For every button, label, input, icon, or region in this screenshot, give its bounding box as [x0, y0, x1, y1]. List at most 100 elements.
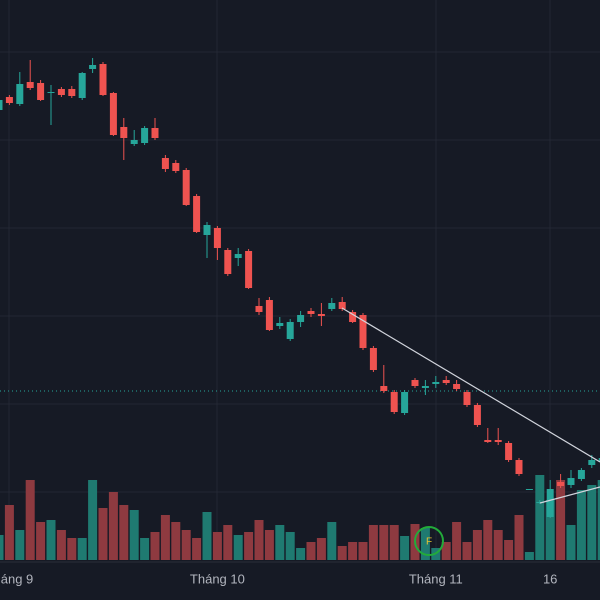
volume-bar	[140, 538, 150, 560]
volume-bar	[576, 490, 586, 560]
candle-body	[89, 65, 97, 69]
volume-bar	[389, 525, 399, 560]
candle-body	[588, 460, 596, 465]
volume-bar	[504, 540, 514, 560]
candle-body	[442, 380, 450, 383]
candle-body	[130, 140, 138, 144]
candle-body	[172, 163, 180, 171]
candle-body	[120, 127, 128, 138]
volume-bar	[4, 505, 14, 560]
volume-bar	[337, 546, 347, 560]
candle-body	[577, 470, 585, 479]
volume-bar	[420, 528, 430, 560]
candle-body	[484, 440, 492, 442]
candle-body	[338, 302, 346, 309]
volume-layer	[0, 475, 600, 560]
candle-body	[151, 128, 159, 138]
volume-bar	[77, 538, 87, 560]
volume-bar	[306, 542, 316, 560]
x-tick-label: 16	[543, 571, 557, 586]
candle-body	[182, 170, 190, 205]
volume-bar	[88, 480, 98, 560]
volume-bar	[275, 525, 285, 560]
candle-body	[390, 392, 398, 412]
candle-body	[546, 489, 554, 517]
volume-bar	[36, 522, 46, 560]
volume-bar	[129, 510, 139, 560]
volume-bar	[108, 492, 118, 560]
volume-bar	[150, 532, 160, 560]
volume-bar	[348, 542, 358, 560]
candle-body	[193, 196, 201, 232]
event-marker-label[interactable]: F	[426, 537, 432, 548]
candle-body	[16, 84, 24, 104]
volume-bar	[400, 536, 410, 560]
candle-body	[525, 489, 533, 490]
volume-bar	[171, 522, 181, 560]
candle-body	[307, 311, 315, 314]
volume-bar	[181, 530, 191, 560]
candle-body	[453, 384, 461, 389]
candle-body	[380, 386, 388, 391]
candle-body	[68, 89, 76, 96]
candle-body	[203, 225, 211, 235]
candle-layer	[0, 58, 600, 518]
volume-bar	[46, 520, 56, 560]
volume-bar	[452, 522, 462, 560]
candle-body	[349, 312, 357, 322]
candle-body	[317, 314, 325, 316]
volume-bar	[192, 538, 202, 560]
candle-body	[141, 128, 149, 143]
candle-body	[536, 502, 544, 503]
candle-body	[297, 315, 305, 322]
candle-body	[37, 83, 45, 100]
candle-body	[47, 92, 55, 93]
volume-bar	[98, 508, 108, 560]
volume-bar	[316, 538, 326, 560]
candle-body	[421, 386, 429, 388]
candle-body	[432, 382, 440, 384]
volume-bar	[264, 530, 274, 560]
volume-bar	[25, 480, 35, 560]
volume-bar	[493, 530, 503, 560]
candle-body	[255, 306, 263, 312]
candle-body	[26, 82, 34, 88]
volume-bar	[119, 505, 129, 560]
candle-body	[473, 405, 481, 425]
volume-bar	[358, 542, 368, 560]
volume-bar	[524, 552, 534, 560]
volume-bar	[472, 530, 482, 560]
volume-bar	[223, 525, 233, 560]
candle-body	[161, 158, 169, 169]
volume-bar	[202, 512, 212, 560]
volume-bar	[160, 515, 170, 560]
trend-line	[539, 486, 600, 504]
candle-body	[557, 482, 565, 486]
volume-bar	[285, 532, 295, 560]
volume-bar	[0, 535, 4, 560]
x-tick-label: Tháng 11	[409, 571, 463, 586]
volume-bar	[556, 480, 566, 560]
volume-bar	[212, 532, 222, 560]
volume-bar	[15, 530, 25, 560]
candle-body	[401, 392, 409, 413]
candle-body	[411, 380, 419, 386]
volume-bar	[254, 520, 264, 560]
volume-bar	[535, 475, 545, 560]
volume-bar	[483, 520, 493, 560]
candle-body	[286, 322, 294, 339]
volume-bar	[67, 538, 77, 560]
candle-body	[463, 392, 471, 405]
grid	[0, 0, 600, 560]
x-tick-label: Tháng 10	[190, 571, 245, 586]
candle-body	[276, 323, 284, 326]
trend-line	[341, 307, 600, 463]
event-marker[interactable]	[414, 526, 444, 556]
candle-body	[0, 100, 3, 110]
candle-body	[265, 300, 273, 330]
candle-body	[505, 443, 513, 460]
candle-body	[598, 458, 600, 462]
volume-bar	[233, 535, 243, 560]
candle-body	[78, 73, 86, 98]
